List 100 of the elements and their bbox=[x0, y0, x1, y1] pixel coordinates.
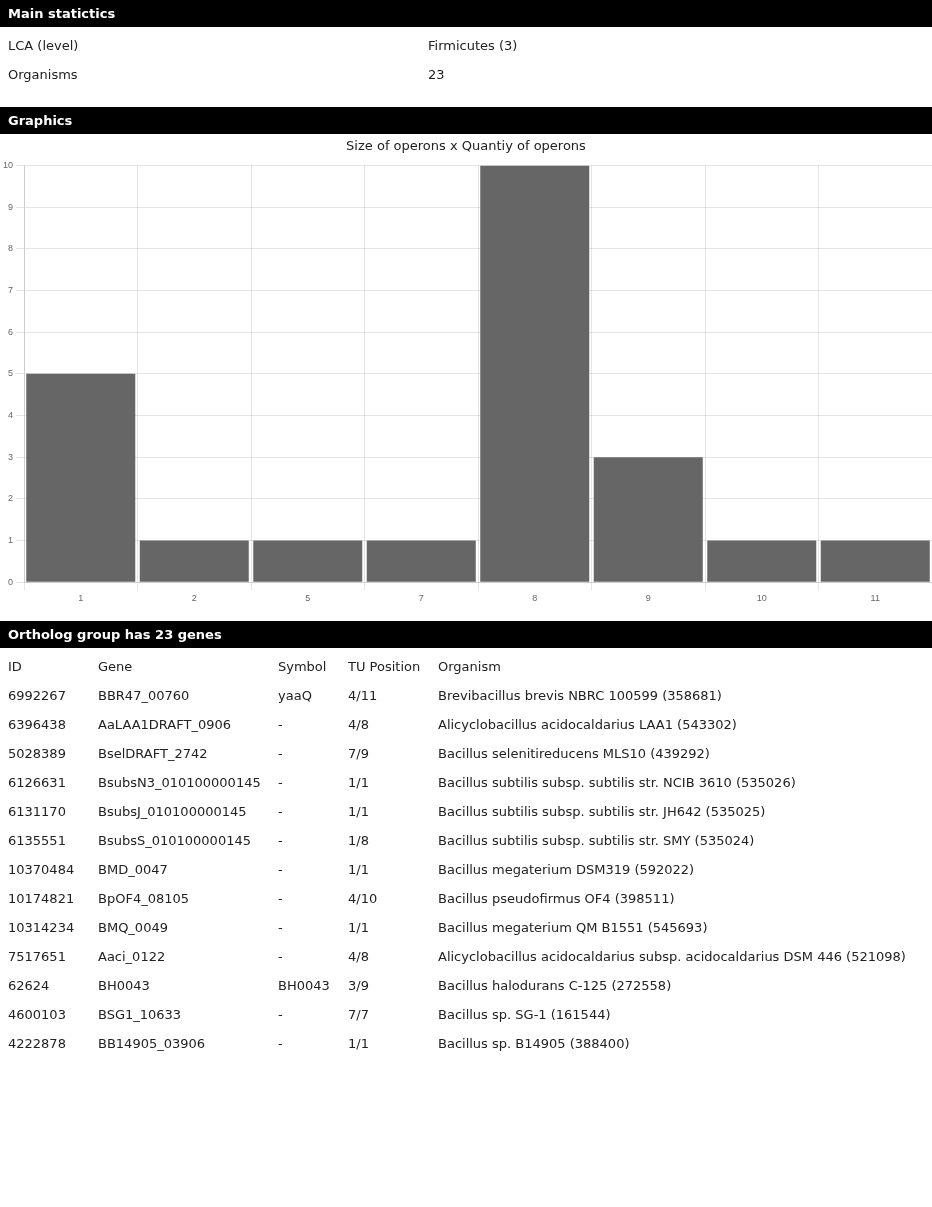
text: Bacillus selenitireducens MLS10 (439292) bbox=[438, 745, 711, 763]
text: TU Position bbox=[348, 658, 422, 676]
text: 62624 bbox=[8, 977, 51, 995]
text: 7/7 bbox=[348, 1006, 370, 1024]
text: Symbol bbox=[278, 658, 328, 676]
text: BB14905_03906 bbox=[98, 1035, 207, 1053]
text: 10174821 bbox=[8, 890, 76, 908]
text: Bacillus subtilis subsp. subtilis str. NCIB 3610 (535026) bbox=[438, 774, 797, 792]
text: - bbox=[278, 832, 284, 850]
text: - bbox=[278, 919, 284, 937]
text: - bbox=[278, 948, 284, 966]
text: Bacillus subtilis subsp. subtilis str. SMY (535024) bbox=[438, 832, 756, 850]
text: Bacillus sp. SG-1 (161544) bbox=[438, 1006, 612, 1024]
text: BpOF4_08105 bbox=[98, 890, 190, 908]
y-tick-label: 5 bbox=[8, 368, 14, 379]
text: 5028389 bbox=[8, 745, 67, 763]
text: Brevibacillus brevis NBRC 100599 (358681) bbox=[438, 687, 723, 705]
text: 1/1 bbox=[348, 803, 370, 821]
text: Alicyclobacillus acidocaldarius LAA1 (543302) bbox=[438, 716, 738, 734]
text: Bacillus pseudofirmus OF4 (398511) bbox=[438, 890, 676, 908]
text: BMQ_0049 bbox=[98, 919, 169, 937]
bar bbox=[253, 540, 363, 582]
text: 1/8 bbox=[348, 832, 370, 850]
x-tick-label: 1 bbox=[78, 593, 84, 604]
text: 7/9 bbox=[348, 745, 370, 763]
text: BsubsN3_010100000145 bbox=[98, 774, 262, 792]
text: Bacillus subtilis subsp. subtilis str. JH642 (535025) bbox=[438, 803, 767, 821]
text: BselDRAFT_2742 bbox=[98, 745, 209, 763]
y-tick-label: 7 bbox=[8, 284, 14, 295]
text: - bbox=[278, 1006, 284, 1024]
bar bbox=[593, 457, 703, 582]
text: Firmicutes (3) bbox=[428, 37, 519, 55]
chart-subtitle: Size of operons x Quantiy of operons bbox=[345, 137, 587, 155]
text: Main statictics bbox=[0, 0, 932, 27]
y-tick-label: 9 bbox=[8, 201, 14, 212]
text: 6396438 bbox=[8, 716, 67, 734]
text: 6126631 bbox=[8, 774, 67, 792]
text: - bbox=[278, 745, 284, 763]
text: Aaci_0122 bbox=[98, 948, 167, 966]
text: Gene bbox=[98, 658, 134, 676]
text: BH0043 bbox=[278, 977, 331, 995]
text: 1/1 bbox=[348, 861, 370, 879]
text: ID bbox=[8, 658, 23, 676]
text: Organisms bbox=[8, 66, 79, 84]
text: 4/11 bbox=[348, 687, 379, 705]
y-tick-label: 10 bbox=[3, 159, 14, 170]
text: LCA (level) bbox=[8, 37, 80, 55]
text: 1/1 bbox=[348, 919, 370, 937]
text: Bacillus halodurans C-125 (272558) bbox=[438, 977, 673, 995]
bar bbox=[26, 373, 136, 582]
x-tick-label: 8 bbox=[532, 593, 538, 604]
text: Bacillus megaterium QM B1551 (545693) bbox=[438, 919, 709, 937]
x-tick-label: 11 bbox=[870, 593, 880, 604]
text: 4600103 bbox=[8, 1006, 67, 1024]
text: 10370484 bbox=[8, 861, 76, 879]
y-tick-label: 8 bbox=[8, 243, 14, 254]
bar bbox=[707, 540, 817, 582]
x-tick-label: 7 bbox=[418, 593, 424, 604]
bar bbox=[820, 540, 930, 582]
text: AaLAA1DRAFT_0906 bbox=[98, 716, 232, 734]
y-tick-label: 4 bbox=[8, 409, 14, 420]
text: 3/9 bbox=[348, 977, 370, 995]
text: - bbox=[278, 774, 284, 792]
y-tick-label: 6 bbox=[8, 326, 14, 337]
text: Bacillus sp. B14905 (388400) bbox=[438, 1035, 631, 1053]
text: BsubsJ_010100000145 bbox=[98, 803, 248, 821]
text: Bacillus megaterium DSM319 (592022) bbox=[438, 861, 696, 879]
text: 6131170 bbox=[8, 803, 67, 821]
text: - bbox=[278, 716, 284, 734]
text: - bbox=[278, 803, 284, 821]
y-tick-label: 1 bbox=[8, 535, 14, 545]
text: 6992267 bbox=[8, 687, 67, 705]
bar bbox=[139, 540, 249, 582]
text: Alicyclobacillus acidocaldarius subsp. acidocaldarius DSM 446 (521098) bbox=[438, 948, 907, 966]
text: BBR47_00760 bbox=[98, 687, 191, 705]
text: 1/1 bbox=[348, 1035, 370, 1053]
text: - bbox=[278, 1035, 284, 1053]
text: 1/1 bbox=[348, 774, 370, 792]
text: yaaQ bbox=[278, 687, 313, 705]
text: 4/10 bbox=[348, 890, 379, 908]
text: 4222878 bbox=[8, 1035, 67, 1053]
text: 10314234 bbox=[8, 919, 76, 937]
text: BMD_0047 bbox=[98, 861, 169, 879]
x-tick-label: 10 bbox=[756, 593, 767, 604]
text: - bbox=[278, 861, 284, 879]
chart-title: Graphics bbox=[0, 107, 932, 134]
y-tick-label: 3 bbox=[8, 451, 14, 462]
y-tick-label: 2 bbox=[8, 493, 14, 504]
y-tick-label: 0 bbox=[8, 576, 14, 587]
text: Organism bbox=[438, 658, 502, 676]
text: 6135551 bbox=[8, 832, 67, 850]
x-tick-label: 9 bbox=[645, 593, 651, 604]
text: - bbox=[278, 890, 284, 908]
text: 7517651 bbox=[8, 948, 67, 966]
text: BSG1_10633 bbox=[98, 1006, 183, 1024]
x-tick-label: 2 bbox=[191, 593, 197, 604]
text: 23 bbox=[428, 66, 446, 84]
text: 4/8 bbox=[348, 716, 370, 734]
text: 4/8 bbox=[348, 948, 370, 966]
text: Ortholog group has 23 genes bbox=[0, 621, 932, 648]
